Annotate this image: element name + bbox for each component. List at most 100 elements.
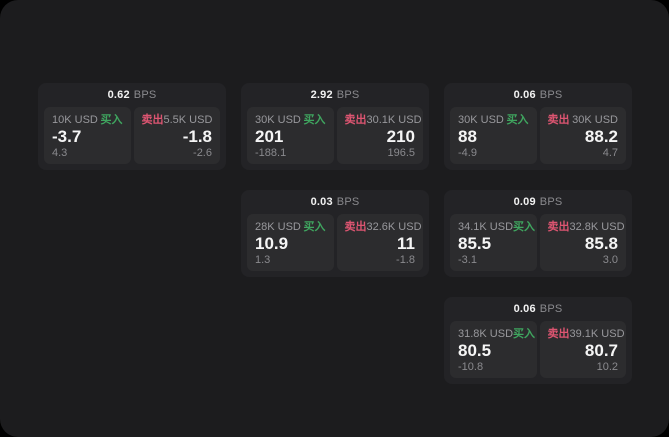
buy-amount: 30K USD xyxy=(458,114,504,126)
spread-header: 0.06 BPS xyxy=(444,83,632,107)
buy-sub-value: -3.1 xyxy=(458,254,477,266)
spread-value: 0.06 xyxy=(513,303,536,315)
sell-sub-value: 3.0 xyxy=(602,254,618,266)
quote-card: 0.06 BPS 30K USD 买入 88 -4.9 卖出 30K USD 8… xyxy=(444,83,632,170)
quote-card: 2.92 BPS 30K USD 买入 201 -188.1 卖出 30.1K … xyxy=(241,83,429,170)
buy-side-label: 买入 xyxy=(303,114,326,126)
sell-sub-value: -1.8 xyxy=(396,254,415,266)
buy-sub-value: -188.1 xyxy=(255,147,287,159)
buy-panel[interactable]: 31.8K USD 买入 80.5 -10.8 xyxy=(450,321,537,378)
buy-side-label: 买入 xyxy=(513,328,536,340)
sell-amount: 5.5K USD xyxy=(163,114,213,126)
buy-panel[interactable]: 30K USD 买入 88 -4.9 xyxy=(450,107,537,164)
buy-side-label: 买入 xyxy=(506,114,529,126)
sell-panel-top: 卖出 30.1K USD xyxy=(344,114,422,126)
quote-body: 34.1K USD 买入 85.5 -3.1 卖出 32.8K USD 85.8… xyxy=(444,214,632,277)
sell-side-label: 卖出 xyxy=(547,221,570,233)
spread-unit: BPS xyxy=(336,196,360,208)
sell-side-label: 卖出 xyxy=(547,114,570,126)
sell-panel-top: 卖出 30K USD xyxy=(548,114,619,126)
sell-panel-top: 卖出 32.6K USD xyxy=(345,221,422,233)
sell-sub-value: 10.2 xyxy=(596,361,618,373)
quote-card: 0.06 BPS 31.8K USD 买入 80.5 -10.8 卖出 39.1… xyxy=(444,297,632,384)
buy-panel-top: 31.8K USD 买入 xyxy=(458,328,535,340)
spread-header: 0.09 BPS xyxy=(444,190,632,214)
spread-unit: BPS xyxy=(336,89,360,101)
quote-body: 30K USD 买入 88 -4.9 卖出 30K USD 88.2 4.7 xyxy=(444,107,632,170)
buy-price: -3.7 xyxy=(52,126,82,146)
quote-card: 0.03 BPS 28K USD 买入 10.9 1.3 卖出 32.6K US… xyxy=(241,190,429,277)
buy-side-label: 买入 xyxy=(303,221,326,233)
sell-sub-value: 196.5 xyxy=(387,147,415,159)
buy-amount: 10K USD xyxy=(52,114,98,126)
sell-amount: 32.8K USD xyxy=(569,221,625,233)
buy-sub-value: -4.9 xyxy=(458,147,477,159)
spread-header: 0.03 BPS xyxy=(241,190,429,214)
sell-price: -1.8 xyxy=(182,126,212,146)
sell-amount: 32.6K USD xyxy=(366,221,422,233)
buy-price: 80.5 xyxy=(458,340,492,360)
spread-header: 0.62 BPS xyxy=(38,83,226,107)
sell-panel[interactable]: 卖出 30K USD 88.2 4.7 xyxy=(539,107,626,164)
buy-panel-top: 30K USD 买入 xyxy=(458,114,529,126)
sell-panel[interactable]: 卖出 39.1K USD 80.7 10.2 xyxy=(539,321,626,378)
buy-panel[interactable]: 28K USD 买入 10.9 1.3 xyxy=(247,214,334,271)
quote-body: 30K USD 买入 201 -188.1 卖出 30.1K USD 210 1… xyxy=(241,107,429,170)
spread-value: 0.06 xyxy=(513,89,536,101)
spread-value: 0.03 xyxy=(310,196,333,208)
sell-panel[interactable]: 卖出 32.8K USD 85.8 3.0 xyxy=(539,214,626,271)
spread-unit: BPS xyxy=(539,303,563,315)
buy-panel[interactable]: 30K USD 买入 201 -188.1 xyxy=(247,107,334,164)
buy-amount: 30K USD xyxy=(255,114,301,126)
spread-header: 2.92 BPS xyxy=(241,83,429,107)
sell-price: 88.2 xyxy=(584,126,618,146)
spread-unit: BPS xyxy=(539,196,563,208)
buy-amount: 28K USD xyxy=(255,221,301,233)
spread-value: 0.09 xyxy=(513,196,536,208)
quote-body: 10K USD 买入 -3.7 4.3 卖出 5.5K USD -1.8 -2.… xyxy=(38,107,226,170)
buy-price: 88 xyxy=(458,126,477,146)
sell-panel[interactable]: 卖出 30.1K USD 210 196.5 xyxy=(336,107,423,164)
sell-amount: 30K USD xyxy=(572,114,618,126)
buy-panel[interactable]: 34.1K USD 买入 85.5 -3.1 xyxy=(450,214,537,271)
buy-price: 201 xyxy=(255,126,284,146)
sell-sub-value: -2.6 xyxy=(193,147,212,159)
quote-card: 0.09 BPS 34.1K USD 买入 85.5 -3.1 卖出 32.8K… xyxy=(444,190,632,277)
spread-unit: BPS xyxy=(539,89,563,101)
sell-price: 85.8 xyxy=(584,233,618,253)
spread-value: 0.62 xyxy=(107,89,130,101)
buy-panel-top: 28K USD 买入 xyxy=(255,221,326,233)
quote-cards-grid: 0.62 BPS 10K USD 买入 -3.7 4.3 卖出 5.5K USD… xyxy=(38,83,632,384)
buy-side-label: 买入 xyxy=(513,221,536,233)
buy-sub-value: 1.3 xyxy=(255,254,271,266)
sell-price: 80.7 xyxy=(584,340,618,360)
quote-body: 28K USD 买入 10.9 1.3 卖出 32.6K USD 11 -1.8 xyxy=(241,214,429,277)
sell-sub-value: 4.7 xyxy=(602,147,618,159)
quote-body: 31.8K USD 买入 80.5 -10.8 卖出 39.1K USD 80.… xyxy=(444,321,632,384)
spread-unit: BPS xyxy=(133,89,157,101)
sell-amount: 30.1K USD xyxy=(366,114,422,126)
sell-price: 210 xyxy=(386,126,415,146)
buy-panel[interactable]: 10K USD 买入 -3.7 4.3 xyxy=(44,107,131,164)
sell-panel-top: 卖出 39.1K USD xyxy=(547,328,625,340)
sell-panel-top: 卖出 5.5K USD xyxy=(142,114,213,126)
sell-amount: 39.1K USD xyxy=(569,328,625,340)
sell-side-label: 卖出 xyxy=(547,328,570,340)
sell-side-label: 卖出 xyxy=(141,114,164,126)
sell-panel-top: 卖出 32.8K USD xyxy=(547,221,625,233)
buy-amount: 31.8K USD xyxy=(458,328,514,340)
sell-panel[interactable]: 卖出 5.5K USD -1.8 -2.6 xyxy=(133,107,220,164)
buy-sub-value: -10.8 xyxy=(458,361,484,373)
buy-sub-value: 4.3 xyxy=(52,147,68,159)
buy-price: 10.9 xyxy=(255,233,289,253)
spread-value: 2.92 xyxy=(310,89,333,101)
buy-amount: 34.1K USD xyxy=(458,221,514,233)
buy-panel-top: 30K USD 买入 xyxy=(255,114,326,126)
sell-side-label: 卖出 xyxy=(344,114,367,126)
buy-price: 85.5 xyxy=(458,233,492,253)
buy-panel-top: 10K USD 买入 xyxy=(52,114,123,126)
sell-panel[interactable]: 卖出 32.6K USD 11 -1.8 xyxy=(336,214,423,271)
quote-card: 0.62 BPS 10K USD 买入 -3.7 4.3 卖出 5.5K USD… xyxy=(38,83,226,170)
spread-header: 0.06 BPS xyxy=(444,297,632,321)
